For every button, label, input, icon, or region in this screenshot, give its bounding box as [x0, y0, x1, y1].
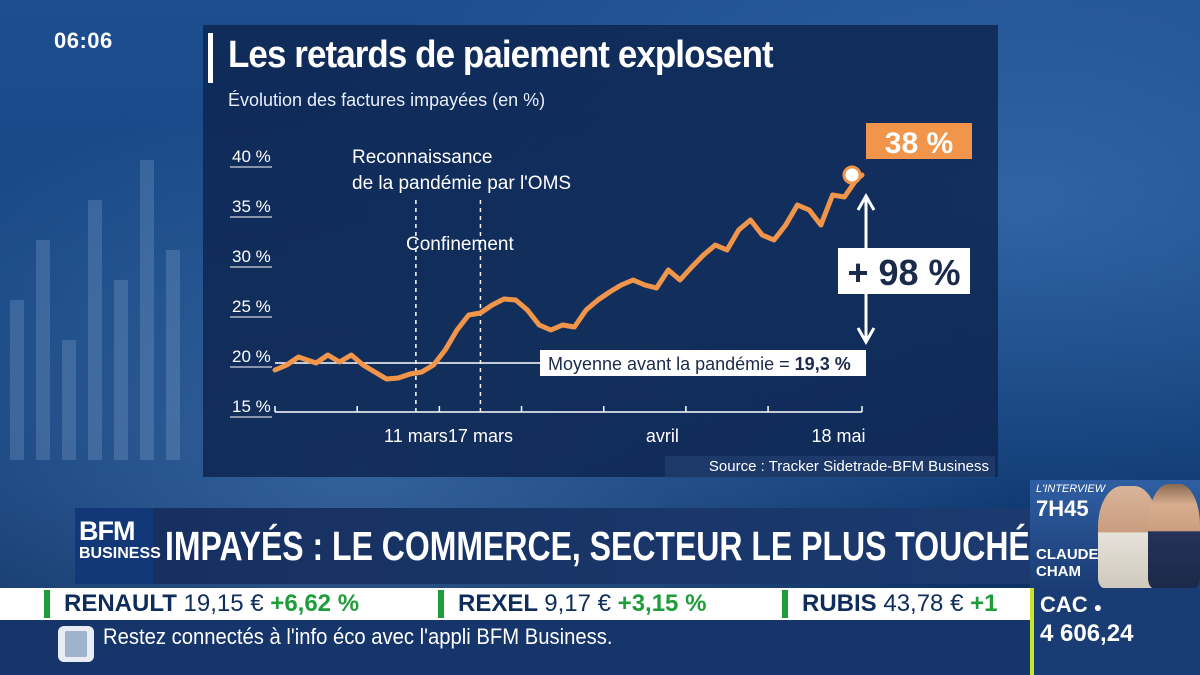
guest-last-name: CHAM	[1036, 563, 1081, 580]
ticker-price: 43,78 €	[883, 590, 964, 617]
index-name: CAC ●	[1040, 592, 1103, 617]
x-tick-label: 17 mars	[448, 426, 513, 446]
ticker-price: 19,15 €	[183, 590, 264, 617]
index-accent-bar	[1030, 588, 1034, 675]
x-axis: 11 mars 17 mars avril 18 mai	[274, 406, 866, 446]
x-tick-label: 18 mai	[812, 426, 866, 446]
y-tick-label: 40 %	[232, 147, 271, 166]
chart-title: Les retards de paiement explosent	[228, 34, 774, 76]
ticker-change: +3,15 %	[617, 590, 707, 617]
event-label-who-1: Reconnaissance	[352, 147, 492, 168]
ticker-price: 9,17 €	[544, 590, 611, 617]
ticker-separator	[782, 590, 788, 618]
interview-time: 7H45	[1036, 496, 1089, 521]
y-tick-label: 20 %	[232, 347, 271, 366]
series-end-point	[842, 165, 862, 185]
logo-line-2: BUSINESS	[79, 545, 161, 562]
event-label-confinement: Confinement	[406, 234, 514, 255]
ticker-name: RUBIS	[802, 590, 877, 617]
change-callout-box	[838, 248, 970, 294]
logo-line-1: BFM	[79, 516, 135, 546]
x-tick-label: avril	[646, 426, 679, 446]
ticker-item: RENAULT 19,15 € +6,62 %	[64, 588, 359, 620]
index-value: 4 606,24	[1040, 620, 1134, 647]
index-box: CAC ● 4 606,24	[1030, 588, 1200, 675]
bfm-business-logo: BFM BUSINESS	[75, 508, 161, 584]
ticker-separator	[438, 590, 444, 618]
ticker-item: RUBIS 43,78 € +1	[802, 588, 997, 620]
title-accent-bar	[208, 33, 213, 83]
background-decor	[0, 80, 200, 460]
y-tick-label: 15 %	[232, 397, 271, 416]
ticker-item: REXEL 9,17 € +3,15 %	[458, 588, 706, 620]
y-tick-label: 30 %	[232, 247, 271, 266]
clock: 06:06	[54, 28, 113, 53]
x-tick-label: 11 mars	[384, 426, 448, 446]
info-bar	[0, 620, 1030, 675]
phone-icon	[58, 626, 94, 662]
event-markers	[415, 200, 482, 415]
last-value-callout: 38 %	[885, 127, 953, 160]
change-arrow-down-icon	[856, 327, 876, 346]
chart-source: Source : Tracker Sidetrade-BFM Business	[665, 456, 995, 478]
headline: IMPAYÉS : LE COMMERCE, SECTEUR LE PLUS T…	[165, 523, 1030, 569]
baseline-label: Moyenne avant la pandémie = 19,3 %	[548, 354, 851, 374]
baseline-label-box	[540, 350, 866, 376]
ticker-name: RENAULT	[64, 590, 177, 617]
lock-icon: ●	[1093, 599, 1103, 615]
chart-subtitle: Évolution des factures impayées (en %)	[228, 90, 546, 110]
headline-banner	[75, 508, 1030, 584]
event-label-who-2: de la pandémie par l'OMS	[352, 173, 571, 194]
y-tick-label: 25 %	[232, 297, 271, 316]
series-line	[272, 172, 865, 382]
host-photo	[1148, 484, 1200, 588]
guest-first-name: CLAUDE	[1036, 546, 1099, 563]
interview-box: L'INTERVIEW 7H45 CLAUDE CHAM	[1030, 480, 1200, 588]
last-value-callout-box	[866, 123, 972, 159]
interview-label: L'INTERVIEW	[1036, 483, 1106, 495]
change-arrow-up-icon	[856, 192, 876, 211]
y-tick-label: 35 %	[232, 197, 271, 216]
change-callout: + 98 %	[847, 252, 960, 293]
stock-ticker: RENAULT 19,15 € +6,62 % REXEL 9,17 € +3,…	[0, 588, 1030, 620]
ticker-change: +1	[970, 590, 998, 617]
ticker-name: REXEL	[458, 590, 538, 617]
y-axis: 40 % 35 % 30 % 25 % 20 % 15 %	[230, 147, 272, 418]
info-text: Restez connectés à l'info éco avec l'app…	[103, 624, 613, 649]
ticker-separator	[44, 590, 50, 618]
ticker-change: +6,62 %	[270, 590, 360, 617]
